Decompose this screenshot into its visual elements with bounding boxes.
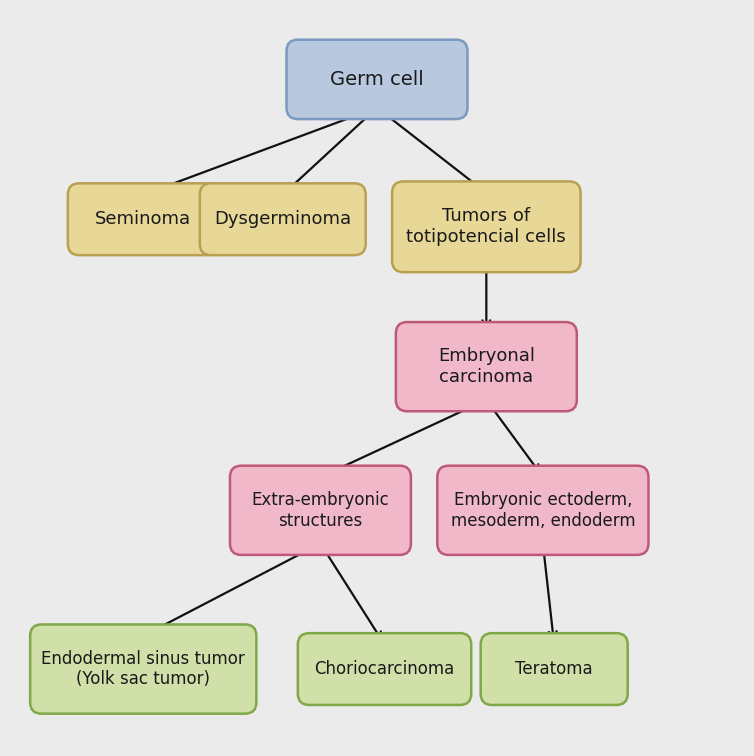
Text: Embryonic ectoderm,
mesoderm, endoderm: Embryonic ectoderm, mesoderm, endoderm <box>451 491 635 530</box>
Text: Germ cell: Germ cell <box>330 70 424 89</box>
Text: Extra-embryonic
structures: Extra-embryonic structures <box>252 491 389 530</box>
Text: Teratoma: Teratoma <box>516 660 593 678</box>
FancyBboxPatch shape <box>30 624 256 714</box>
FancyBboxPatch shape <box>481 634 627 705</box>
FancyBboxPatch shape <box>437 466 648 555</box>
FancyBboxPatch shape <box>287 39 467 119</box>
FancyBboxPatch shape <box>298 634 471 705</box>
Text: Endodermal sinus tumor
(Yolk sac tumor): Endodermal sinus tumor (Yolk sac tumor) <box>41 649 245 689</box>
FancyBboxPatch shape <box>392 181 581 272</box>
FancyBboxPatch shape <box>200 184 366 256</box>
Text: Seminoma: Seminoma <box>95 210 192 228</box>
Text: Dysgerminoma: Dysgerminoma <box>214 210 351 228</box>
FancyBboxPatch shape <box>68 184 219 256</box>
Text: Tumors of
totipotencial cells: Tumors of totipotencial cells <box>406 207 566 246</box>
FancyBboxPatch shape <box>396 322 577 411</box>
FancyBboxPatch shape <box>230 466 411 555</box>
Text: Embryonal
carcinoma: Embryonal carcinoma <box>438 347 535 386</box>
Text: Choriocarcinoma: Choriocarcinoma <box>314 660 455 678</box>
